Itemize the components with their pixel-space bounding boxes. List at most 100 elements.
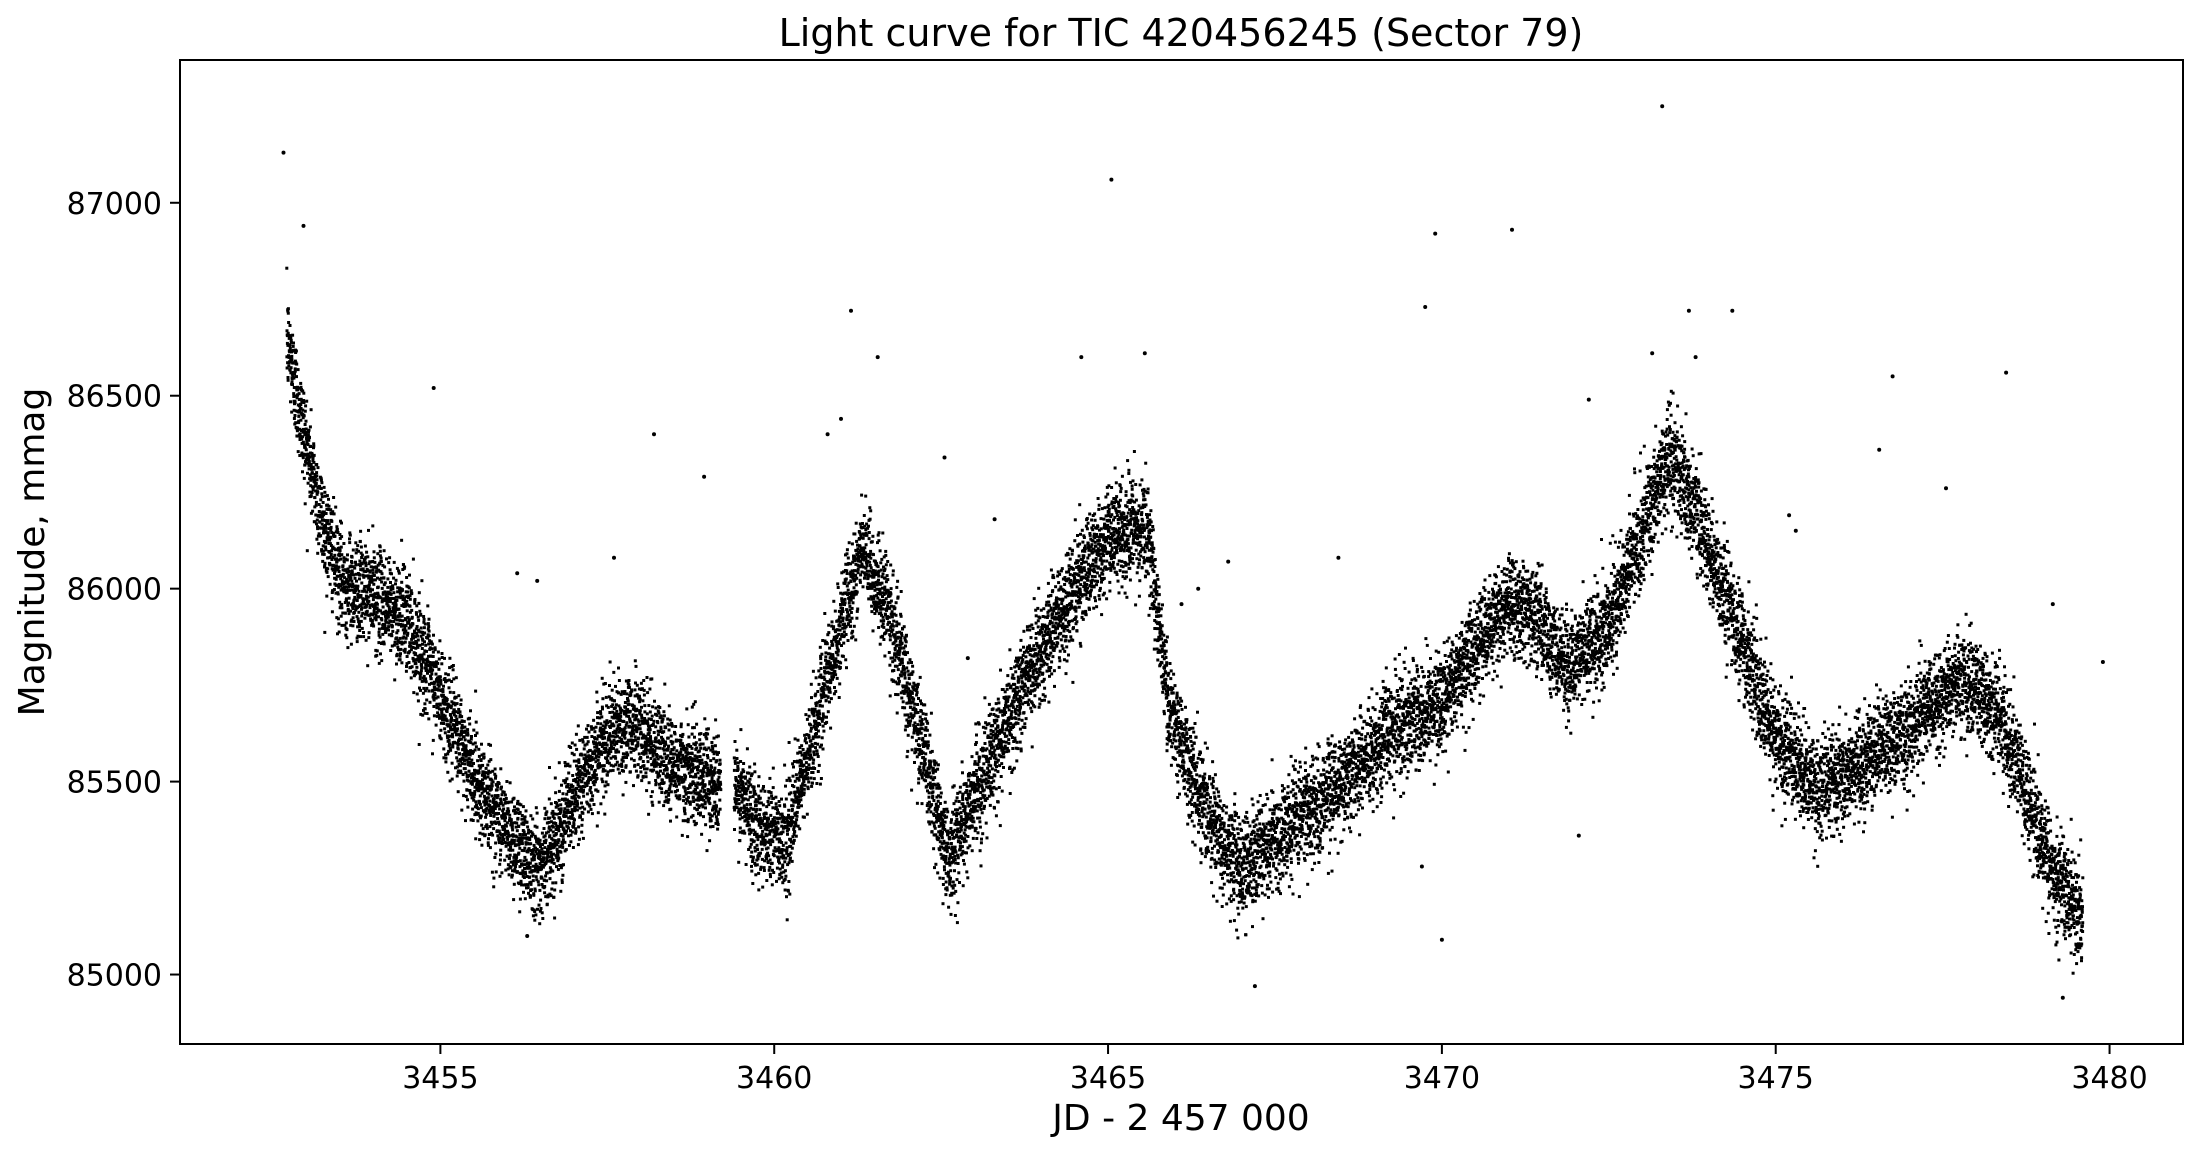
data-point: [702, 770, 706, 774]
data-point: [425, 649, 428, 653]
data-point: [489, 758, 493, 762]
data-point: [297, 386, 301, 390]
data-point: [565, 804, 569, 808]
data-point: [705, 737, 709, 741]
data-point: [706, 754, 709, 757]
data-point: [677, 755, 681, 759]
data-point: [667, 728, 671, 732]
data-point: [616, 739, 620, 743]
data-point: [741, 783, 745, 787]
data-point: [656, 757, 660, 761]
data-point: [691, 780, 695, 784]
data-point: [715, 735, 719, 739]
data-point: [566, 762, 570, 766]
data-point: [512, 855, 516, 859]
data-point: [298, 432, 302, 436]
data-point: [332, 531, 336, 535]
data-point: [574, 831, 578, 835]
data-point: [417, 618, 421, 622]
data-point: [751, 858, 755, 862]
data-point: [543, 806, 547, 810]
data-point: [413, 598, 417, 601]
data-point: [698, 759, 702, 763]
data-point: [680, 742, 684, 746]
data-point: [420, 679, 424, 683]
data-point: [316, 525, 319, 529]
data-point: [698, 762, 702, 765]
data-point: [707, 771, 711, 775]
data-point: [783, 860, 787, 864]
data-point: [488, 833, 491, 836]
data-point: [482, 755, 486, 759]
data-point: [613, 735, 617, 739]
data-point: [567, 834, 570, 838]
data-point: [347, 612, 351, 616]
data-point: [454, 695, 458, 699]
data-point: [571, 784, 575, 788]
data-point: [479, 816, 482, 820]
data-point: [637, 687, 641, 691]
data-point: [785, 846, 789, 850]
data-point: [473, 813, 477, 817]
data-point: [614, 684, 617, 688]
data-point: [376, 585, 380, 589]
data-point: [340, 602, 344, 606]
data-point: [557, 829, 561, 833]
data-point: [623, 733, 627, 737]
data-point: [398, 636, 402, 640]
data-point: [433, 648, 437, 652]
data-point: [458, 738, 462, 741]
data-point: [336, 568, 340, 572]
data-point: [393, 615, 397, 619]
data-point: [662, 804, 666, 808]
data-point: [820, 652, 824, 656]
data-point: [288, 324, 292, 327]
data-point: [411, 633, 415, 636]
data-point: [404, 629, 408, 633]
data-point: [543, 817, 547, 821]
data-point: [578, 769, 582, 773]
data-point: [335, 583, 339, 587]
data-point: [486, 796, 490, 800]
data-point: [432, 633, 435, 637]
data-point: [638, 700, 642, 704]
data-point: [512, 898, 516, 902]
data-point: [606, 783, 610, 787]
data-point: [469, 793, 473, 797]
data-point: [303, 443, 306, 447]
data-point: [629, 738, 633, 742]
data-point: [794, 821, 798, 825]
data-point: [619, 710, 623, 714]
data-point: [474, 745, 478, 749]
data-point: [596, 811, 600, 815]
data-point: [739, 783, 743, 787]
data-point: [405, 665, 408, 668]
data-point: [395, 618, 399, 622]
data-point: [301, 440, 305, 444]
data-point: [548, 892, 552, 896]
data-point: [713, 766, 717, 770]
data-point: [705, 849, 709, 853]
data-point: [620, 708, 624, 712]
data-point: [562, 779, 566, 783]
data-point: [774, 795, 778, 799]
data-point: [407, 620, 411, 624]
data-point: [676, 763, 680, 767]
data-point: [664, 764, 668, 767]
data-point: [575, 759, 579, 763]
data-point: [675, 749, 679, 753]
data-point: [700, 832, 704, 836]
data-point: [326, 538, 330, 542]
data-point: [352, 611, 356, 614]
data-point: [518, 882, 521, 886]
data-point: [682, 759, 686, 763]
data-point: [392, 620, 396, 623]
data-point: [566, 809, 570, 813]
data-point: [654, 764, 658, 768]
data-point: [771, 806, 775, 810]
data-point: [357, 589, 361, 593]
data-point: [586, 724, 590, 728]
data-point: [415, 625, 419, 628]
data-point: [696, 768, 699, 771]
data-point: [553, 841, 557, 845]
